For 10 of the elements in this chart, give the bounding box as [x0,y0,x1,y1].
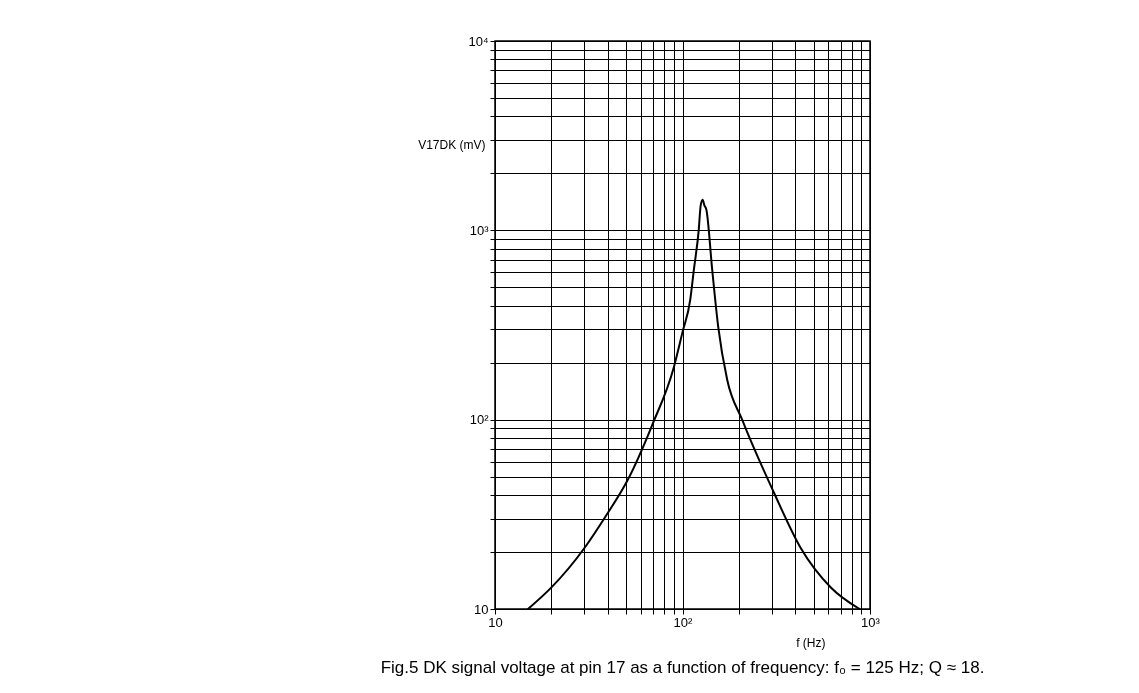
x-axis-title: f (Hz) [796,635,826,650]
y-tick-label: 10⁴ [468,33,489,49]
y-tick-label: 10 [474,601,489,617]
x-tick-label: 10² [673,614,694,630]
caption: Fig.5 DK signal voltage at pin 17 as a function of frequency: f₀ = 125 Hz; Q ≈ 18. [380,658,985,677]
x-tick-label: 10³ [861,614,881,630]
x-tick-label: 10 [488,614,503,630]
y-axis-title: V17DK (mV) [418,137,486,152]
y-tick-label: 10² [469,412,490,428]
y-tick-label: 10³ [469,222,490,238]
